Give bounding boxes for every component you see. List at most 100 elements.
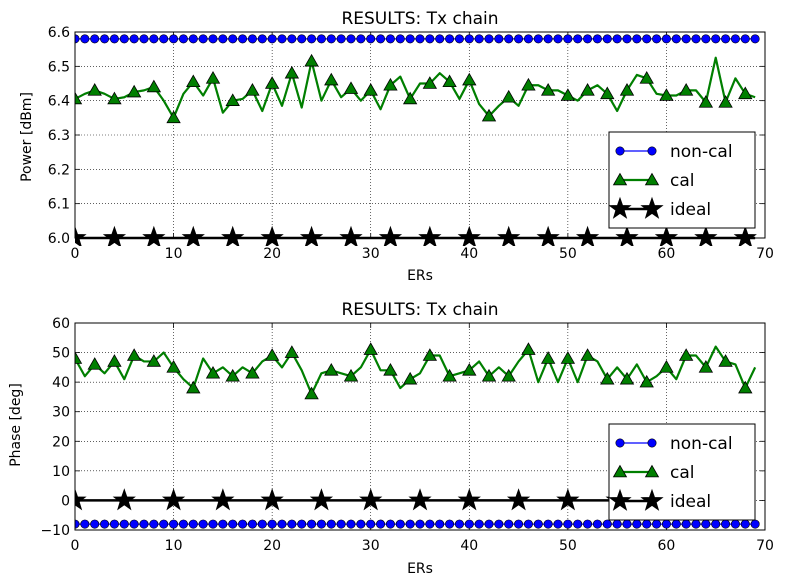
data-point-non-cal [642,519,652,529]
data-point-non-cal [316,519,326,529]
data-point-cal [481,108,497,122]
y-tick-label: −10 [40,523,70,539]
legend-marker-ideal [640,196,664,219]
x-tick-label: 40 [460,246,478,262]
data-point-cal [639,71,654,84]
x-tick-label: 0 [71,538,80,554]
data-point-non-cal [661,519,671,529]
data-point-cal [284,345,300,358]
data-point-non-cal [198,519,208,529]
data-point-cal [678,348,694,361]
data-point-non-cal [119,34,129,44]
data-point-non-cal [583,519,593,529]
legend-marker-cal [612,464,628,478]
x-tick-label: 20 [263,246,281,262]
legend-label-cal: cal [670,171,695,191]
data-point-cal [619,83,635,96]
power-plot-area: 0 10 20 30 40 50 60 70 6.0 6.1 6.2 6.3 6.4 6.5 6.6 non-… [48,25,774,262]
data-point-non-cal [691,519,701,529]
x-tick-label: 70 [756,246,774,262]
y-tick-label: 6.5 [48,59,70,75]
data-point-cal [245,83,260,96]
power-chart-title: RESULTS: Tx chain [341,9,498,29]
data-point-non-cal [129,34,139,44]
data-point-cal [442,368,457,382]
x-tick-label: 20 [263,538,281,554]
data-point-non-cal [90,34,100,44]
data-point-non-cal [119,519,129,529]
data-point-cal [738,380,753,394]
data-point-cal [146,79,162,93]
data-point-non-cal [533,34,543,44]
y-tick-label: 6.1 [48,197,70,213]
data-point-non-cal [395,34,405,44]
legend-marker-ideal [608,488,632,511]
data-point-non-cal [563,519,573,529]
x-tick-label: 30 [362,246,380,262]
data-point-non-cal [90,519,100,529]
data-point-non-cal [247,34,257,44]
data-point-cal [87,357,102,370]
data-point-non-cal [415,519,425,529]
data-point-non-cal [740,34,750,44]
data-point-non-cal [661,34,671,44]
power-x-axis-label: ERs [407,268,433,284]
data-point-non-cal [602,34,612,44]
data-point-non-cal [376,519,386,529]
legend-label-ideal: ideal [670,492,711,512]
data-point-non-cal [464,34,474,44]
data-point-non-cal [573,34,583,44]
data-point-non-cal [691,34,701,44]
y-tick-label: 40 [52,375,70,391]
legend-label-ideal: ideal [670,200,711,220]
data-point-ideal [181,225,205,246]
data-point-cal [146,354,162,367]
y-tick-label: 6.4 [48,94,70,110]
data-point-non-cal [523,34,533,44]
data-point-non-cal [504,519,514,529]
data-point-non-cal [307,34,317,44]
power-y-axis-label: Power [dBm] [19,92,35,182]
data-point-ideal [694,225,718,246]
data-point-non-cal [307,519,317,529]
data-point-cal [343,81,359,94]
y-tick-label: 6.6 [48,25,70,41]
data-point-ideal [556,488,580,511]
x-tick-label: 0 [71,246,80,262]
data-point-non-cal [671,34,681,44]
data-point-ideal [260,488,284,511]
data-point-non-cal [730,34,740,44]
y-tick-label: 50 [52,346,70,362]
data-point-non-cal [721,519,731,529]
data-point-cal [87,83,102,96]
legend-label-non-cal: non-cal [670,142,733,162]
data-point-cal [205,365,221,379]
data-point-non-cal [169,519,179,529]
data-point-cal [383,363,398,376]
data-point-cal [501,368,516,382]
data-point-non-cal [287,519,297,529]
data-point-non-cal [454,519,464,529]
data-point-non-cal [602,519,612,529]
data-point-ideal [75,225,87,246]
data-point-non-cal [484,519,494,529]
data-point-cal [186,380,201,394]
data-point-non-cal [514,34,524,44]
data-point-non-cal [178,519,188,529]
data-point-non-cal [188,34,198,44]
data-point-cal [462,363,477,376]
data-point-cal [343,368,359,382]
data-point-ideal [536,225,560,246]
data-point-non-cal [346,519,356,529]
data-point-cal [481,368,497,382]
data-point-cal [324,363,339,376]
data-point-non-cal [553,519,563,529]
data-point-non-cal [228,519,238,529]
legend-marker-non-cal [647,438,657,448]
data-point-non-cal [563,34,573,44]
data-point-ideal [378,225,403,246]
data-point-non-cal [750,34,760,44]
data-point-ideal [211,488,235,511]
data-point-cal [166,110,181,124]
data-point-cal [540,351,556,364]
